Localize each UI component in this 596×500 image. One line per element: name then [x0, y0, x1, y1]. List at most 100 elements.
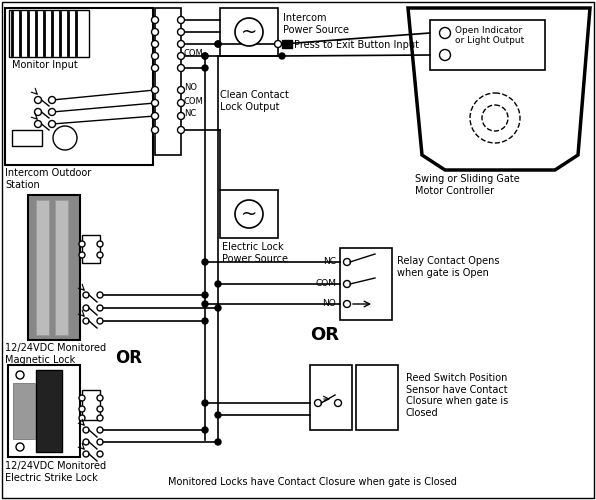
Circle shape: [439, 50, 451, 60]
Circle shape: [97, 252, 103, 258]
Circle shape: [178, 40, 185, 48]
Circle shape: [83, 318, 89, 324]
Circle shape: [48, 96, 55, 103]
Circle shape: [215, 281, 221, 287]
Bar: [12, 130, 42, 146]
Bar: [220, 190, 278, 238]
Circle shape: [97, 406, 103, 412]
Circle shape: [215, 305, 221, 311]
Circle shape: [202, 301, 208, 307]
Circle shape: [178, 112, 185, 119]
Text: 12/24VDC Monitored
Electric Strike Lock: 12/24VDC Monitored Electric Strike Lock: [5, 461, 106, 482]
Circle shape: [79, 415, 85, 421]
Circle shape: [202, 292, 208, 298]
Bar: [9, 10, 89, 57]
Circle shape: [202, 400, 208, 406]
Bar: [13, 383, 35, 439]
Bar: [36, 370, 62, 452]
Text: NO: NO: [322, 300, 336, 308]
Circle shape: [35, 96, 42, 103]
Circle shape: [83, 451, 89, 457]
Text: Monitor Input: Monitor Input: [12, 60, 77, 70]
Circle shape: [151, 52, 159, 60]
Circle shape: [151, 112, 159, 119]
Circle shape: [215, 412, 221, 418]
Circle shape: [151, 126, 159, 134]
Text: ~: ~: [241, 22, 257, 42]
Bar: [340, 248, 392, 320]
Text: Monitored Locks have Contact Closure when gate is Closed: Monitored Locks have Contact Closure whe…: [168, 477, 457, 487]
Circle shape: [97, 451, 103, 457]
Circle shape: [151, 16, 159, 24]
Circle shape: [97, 241, 103, 247]
Text: Swing or Sliding Gate
Motor Controller: Swing or Sliding Gate Motor Controller: [415, 174, 520, 196]
Text: 12/24VDC Monitored
Magnetic Lock: 12/24VDC Monitored Magnetic Lock: [5, 343, 106, 364]
Circle shape: [482, 105, 508, 131]
Text: COM: COM: [315, 280, 336, 288]
Circle shape: [439, 28, 451, 38]
Circle shape: [178, 28, 185, 35]
Circle shape: [470, 93, 520, 143]
Circle shape: [151, 28, 159, 35]
Polygon shape: [408, 8, 590, 170]
Text: Open Indicator
or Light Output: Open Indicator or Light Output: [455, 26, 524, 46]
Circle shape: [97, 318, 103, 324]
Text: ~: ~: [241, 204, 257, 224]
Circle shape: [215, 439, 221, 445]
Text: Press to Exit Button Input: Press to Exit Button Input: [294, 40, 419, 50]
Text: OR: OR: [115, 349, 142, 367]
Circle shape: [79, 252, 85, 258]
Circle shape: [235, 200, 263, 228]
Circle shape: [97, 415, 103, 421]
Circle shape: [215, 41, 221, 47]
Circle shape: [202, 53, 208, 59]
Circle shape: [343, 280, 350, 287]
Circle shape: [97, 292, 103, 298]
Circle shape: [83, 305, 89, 311]
Circle shape: [151, 64, 159, 71]
Circle shape: [235, 18, 263, 46]
Circle shape: [343, 258, 350, 266]
Bar: [28, 195, 80, 340]
Circle shape: [151, 100, 159, 106]
Circle shape: [16, 371, 24, 379]
Circle shape: [178, 64, 185, 71]
Circle shape: [178, 86, 185, 94]
Circle shape: [35, 120, 42, 128]
Bar: [55, 200, 68, 335]
Circle shape: [178, 126, 185, 134]
Circle shape: [53, 126, 77, 150]
Circle shape: [178, 16, 185, 24]
Circle shape: [202, 65, 208, 71]
Bar: [82, 390, 100, 420]
Circle shape: [215, 41, 221, 47]
Bar: [155, 8, 181, 155]
Bar: [430, 20, 545, 70]
Circle shape: [202, 318, 208, 324]
Text: NO: NO: [184, 84, 197, 92]
Circle shape: [79, 395, 85, 401]
Circle shape: [97, 439, 103, 445]
Text: NC: NC: [323, 258, 336, 266]
Circle shape: [79, 406, 85, 412]
Circle shape: [151, 40, 159, 48]
Text: COM: COM: [184, 50, 204, 58]
Text: NC: NC: [184, 110, 196, 118]
Circle shape: [83, 427, 89, 433]
Circle shape: [178, 52, 185, 60]
Text: Intercom Outdoor
Station: Intercom Outdoor Station: [5, 168, 91, 190]
Circle shape: [97, 427, 103, 433]
Circle shape: [202, 53, 208, 59]
Circle shape: [48, 108, 55, 116]
Bar: [356, 365, 398, 430]
Text: OR: OR: [310, 326, 339, 344]
Circle shape: [97, 305, 103, 311]
Circle shape: [83, 439, 89, 445]
Circle shape: [334, 400, 342, 406]
Circle shape: [343, 300, 350, 308]
Circle shape: [35, 108, 42, 116]
Circle shape: [178, 100, 185, 106]
Circle shape: [48, 120, 55, 128]
Bar: [310, 365, 352, 430]
Circle shape: [16, 443, 24, 451]
